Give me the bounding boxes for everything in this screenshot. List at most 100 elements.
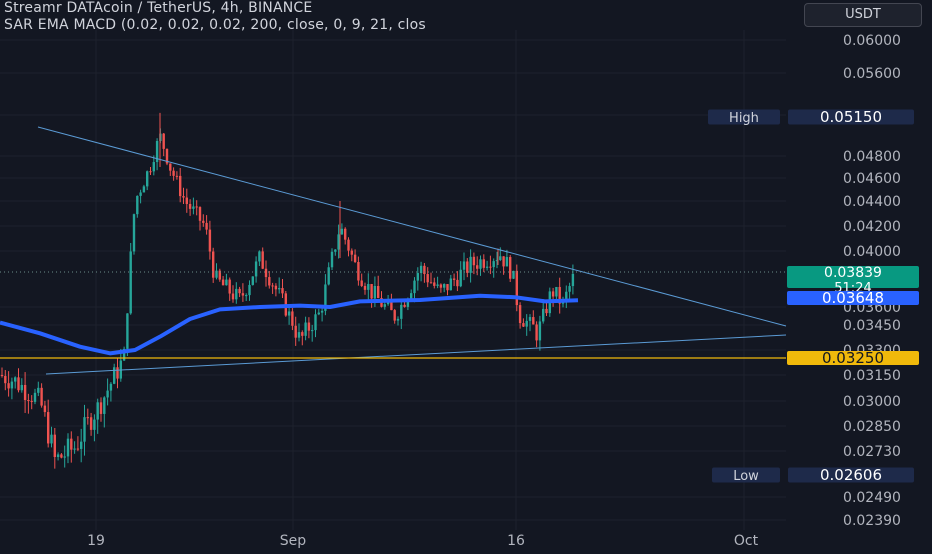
candle-body [142,186,146,193]
candle-body [96,402,99,420]
candle-body [509,257,512,279]
candle-body [33,392,37,402]
descending-trendline [37,126,787,327]
indicator-legend[interactable]: SAR EMA MACD (0.02, 0.02, 0.02, 200, clo… [4,17,426,33]
grid [0,30,786,530]
candle-body [149,171,152,173]
candle-body [268,277,271,286]
candle-body [241,293,245,296]
candle-body [152,162,155,172]
price-labels: High 0.051500.0383951:240.036480.03250Low… [708,108,919,484]
candle-body [386,301,390,305]
candle-body [396,318,400,321]
candle-body [429,282,433,284]
candle-body [433,282,436,286]
candle-body [324,284,327,311]
current-price-bg [787,266,919,288]
price-tick: 0.02490 [843,490,901,506]
candle-body [330,251,334,268]
candle-body [238,288,241,294]
candle-body [43,405,47,413]
candle-body [423,265,426,275]
chart-title: Streamr DATAcoin / TetherUS, 4h, BINANCE [4,0,313,16]
candle-body [482,259,485,268]
candle-body [245,295,248,297]
candle-body [495,260,499,262]
candle-body [452,278,456,280]
candle-body [393,310,396,321]
high-label: High [729,111,759,126]
candle-body [254,261,258,277]
candle-body [109,383,113,391]
candle-body [47,412,50,444]
candle-body [155,140,159,163]
price-tick: 0.02730 [843,444,901,460]
candle-body [14,377,17,382]
candle-body [518,305,522,324]
candle-body [350,250,353,255]
price-tick: 0.04200 [843,219,901,235]
candle-body [80,441,83,449]
candle-body [122,348,126,361]
time-axis[interactable]: 19 Sep 16 Oct [87,533,759,549]
ema-200-line [0,293,579,356]
candle-body [347,239,350,251]
candle-body [63,456,66,458]
time-tick: 16 [507,533,525,549]
support-price: 0.03250 [822,349,884,367]
candle-body [532,317,535,325]
candle-body [370,284,373,299]
candle-body [459,269,462,287]
candle-body [565,291,568,300]
candle-body [558,286,561,304]
candle-body [337,234,340,250]
candle-body [60,454,63,458]
candle-body [235,288,238,300]
candle-body [10,381,14,389]
low-label: Low [733,469,759,484]
candle-body [274,285,278,290]
candle-body [489,266,492,268]
candle-body [136,195,139,215]
candle-body [188,203,192,209]
high-value: 0.05150 [820,108,882,126]
candle-body [492,261,495,268]
candle-body [555,286,558,297]
price-tick: 0.03150 [843,368,901,384]
ema-price-bg [787,291,919,305]
candle-body [86,417,89,419]
candle-body [522,323,525,327]
price-tick: 0.03450 [843,318,901,334]
price-tick: 0.04800 [843,149,901,165]
price-tick: 0.06000 [843,33,901,49]
price-tick: 0.02390 [843,513,901,529]
candle-body [439,284,443,288]
candle-body [126,313,129,349]
current-price: 0.03839 [824,265,882,281]
candle-body [377,285,380,299]
time-tick: Oct [734,533,759,549]
high-label-bg [708,109,780,125]
candle-body [426,274,429,283]
ascending-trendline [45,334,787,375]
currency-button[interactable]: USDT [804,3,922,27]
candle-body [528,317,532,321]
candle-body [251,276,254,285]
candle-body [367,284,370,290]
candle-body [353,254,357,263]
candle-body [357,262,360,281]
candle-body [373,285,377,299]
candle-body [278,288,281,290]
candle-body [165,148,169,164]
candle-body [185,197,188,204]
candle-body [449,278,452,291]
candle-body [106,390,109,398]
candle-body [294,325,297,338]
candle-body [40,387,43,406]
candle-body [30,400,33,402]
candle-body [202,220,205,223]
candle-body [139,192,142,196]
candle-body [73,448,76,450]
